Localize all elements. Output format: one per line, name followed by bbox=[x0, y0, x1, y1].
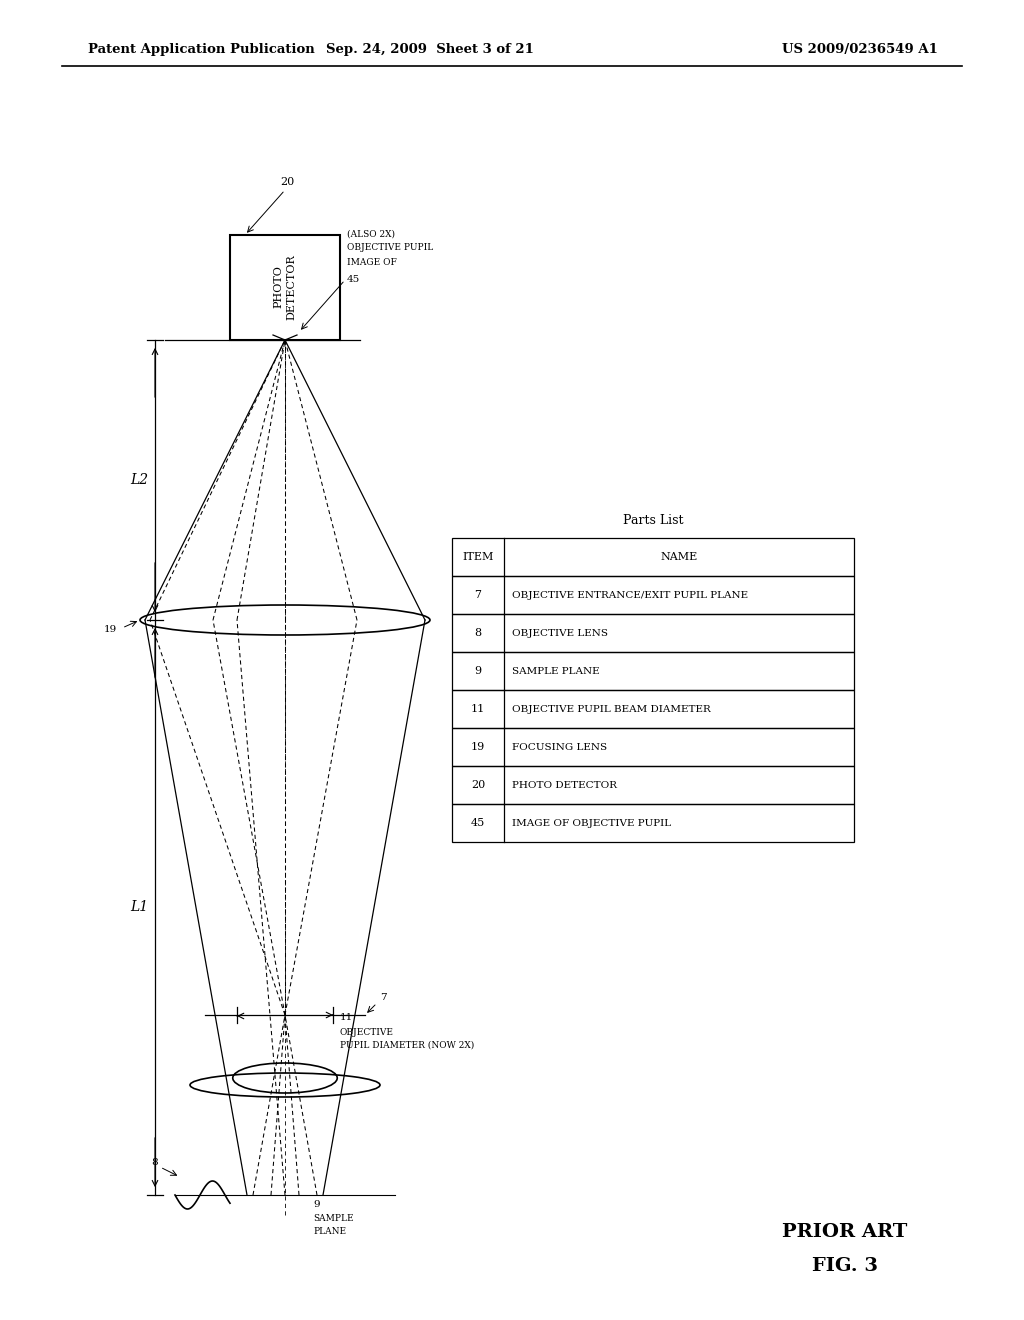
Bar bbox=[452, 614, 854, 652]
Text: SAMPLE: SAMPLE bbox=[313, 1214, 353, 1224]
Bar bbox=[452, 652, 854, 690]
Text: 45: 45 bbox=[347, 275, 360, 284]
Text: (ALSO 2X): (ALSO 2X) bbox=[347, 230, 395, 239]
Text: 11: 11 bbox=[340, 1012, 353, 1022]
Bar bbox=[452, 576, 854, 614]
Text: PRIOR ART: PRIOR ART bbox=[782, 1224, 907, 1241]
Text: 8: 8 bbox=[474, 628, 481, 638]
Text: SAMPLE PLANE: SAMPLE PLANE bbox=[512, 667, 600, 676]
Text: OBJECTIVE PUPIL: OBJECTIVE PUPIL bbox=[347, 243, 433, 252]
Text: Parts List: Parts List bbox=[623, 513, 683, 527]
Bar bbox=[452, 690, 854, 729]
Text: 9: 9 bbox=[313, 1200, 319, 1209]
Text: 19: 19 bbox=[103, 624, 117, 634]
Text: OBJECTIVE LENS: OBJECTIVE LENS bbox=[512, 628, 608, 638]
Text: OBJECTIVE PUPIL BEAM DIAMETER: OBJECTIVE PUPIL BEAM DIAMETER bbox=[512, 705, 711, 714]
Text: PUPIL DIAMETER (NOW 2X): PUPIL DIAMETER (NOW 2X) bbox=[340, 1041, 474, 1049]
Text: OBJECTIVE ENTRANCE/EXIT PUPIL PLANE: OBJECTIVE ENTRANCE/EXIT PUPIL PLANE bbox=[512, 590, 749, 599]
Text: PHOTO
DETECTOR: PHOTO DETECTOR bbox=[273, 255, 296, 319]
Text: Sep. 24, 2009  Sheet 3 of 21: Sep. 24, 2009 Sheet 3 of 21 bbox=[326, 44, 534, 57]
Text: Patent Application Publication: Patent Application Publication bbox=[88, 44, 314, 57]
Bar bbox=[452, 804, 854, 842]
Text: NAME: NAME bbox=[660, 552, 697, 562]
Bar bbox=[452, 729, 854, 766]
Text: PHOTO DETECTOR: PHOTO DETECTOR bbox=[512, 780, 617, 789]
Text: 19: 19 bbox=[471, 742, 485, 752]
Text: 7: 7 bbox=[380, 993, 387, 1002]
Text: FIG. 3: FIG. 3 bbox=[812, 1257, 878, 1275]
Text: L1: L1 bbox=[130, 900, 148, 913]
Text: IMAGE OF OBJECTIVE PUPIL: IMAGE OF OBJECTIVE PUPIL bbox=[512, 818, 671, 828]
Text: L2: L2 bbox=[130, 473, 148, 487]
Text: 11: 11 bbox=[471, 704, 485, 714]
Text: US 2009/0236549 A1: US 2009/0236549 A1 bbox=[782, 44, 938, 57]
Text: 45: 45 bbox=[471, 818, 485, 828]
Text: ITEM: ITEM bbox=[462, 552, 494, 562]
Text: 8: 8 bbox=[152, 1158, 159, 1167]
Bar bbox=[452, 539, 854, 576]
Text: 20: 20 bbox=[280, 177, 294, 187]
Text: OBJECTIVE: OBJECTIVE bbox=[340, 1028, 394, 1038]
Text: 7: 7 bbox=[474, 590, 481, 601]
Bar bbox=[230, 235, 340, 341]
Text: 9: 9 bbox=[474, 667, 481, 676]
Text: 20: 20 bbox=[471, 780, 485, 789]
Text: IMAGE OF: IMAGE OF bbox=[347, 257, 397, 267]
Text: PLANE: PLANE bbox=[313, 1228, 346, 1236]
Text: FOCUSING LENS: FOCUSING LENS bbox=[512, 742, 607, 751]
Bar bbox=[452, 766, 854, 804]
